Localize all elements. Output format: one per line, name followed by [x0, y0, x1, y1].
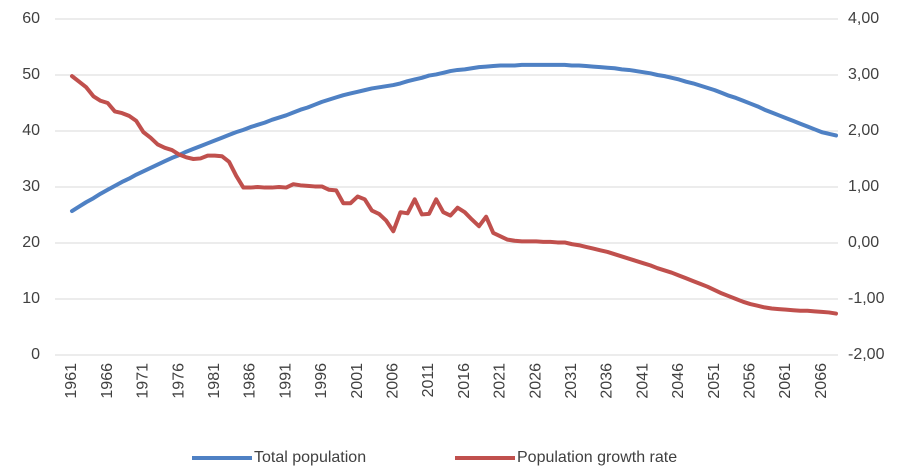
x-tick-label: 2026 — [527, 363, 544, 399]
y-tick-label: 60 — [22, 10, 40, 27]
x-tick-label: 1971 — [135, 363, 152, 399]
y-tick-label: 40 — [22, 122, 40, 139]
legend-label: Total population — [254, 449, 366, 466]
x-tick-label: 2006 — [385, 363, 402, 399]
x-tick-label: 2041 — [634, 363, 651, 399]
x-tick-label: 2066 — [813, 363, 830, 399]
x-tick-label: 2061 — [777, 363, 794, 399]
x-tick-label: 2011 — [420, 363, 437, 398]
y2-tick-label: 1,00 — [848, 178, 879, 195]
y-tick-label: 50 — [22, 66, 40, 83]
x-tick-label: 2056 — [742, 363, 759, 399]
y-tick-label: 0 — [31, 346, 40, 363]
x-tick-label: 2051 — [706, 363, 723, 399]
x-tick-label: 1961 — [63, 363, 80, 399]
series-line — [70, 62, 838, 214]
x-tick-label: 2046 — [670, 363, 687, 399]
x-tick-label: 1966 — [99, 363, 116, 399]
x-tick-label: 1991 — [277, 363, 294, 399]
x-tick-label: 2036 — [599, 363, 616, 399]
x-tick-label: 1996 — [313, 363, 330, 399]
y2-tick-label: 0,00 — [848, 234, 879, 251]
x-tick-label: 2021 — [492, 363, 509, 399]
series-line — [70, 74, 838, 316]
y2-tick-label: -2,00 — [848, 346, 885, 363]
y2-tick-label: 4,00 — [848, 10, 879, 27]
y-tick-label: 20 — [22, 234, 40, 251]
x-tick-label: 1986 — [242, 363, 259, 399]
y-tick-label: 10 — [22, 290, 40, 307]
x-tick-label: 2031 — [563, 363, 580, 399]
x-tick-label: 1981 — [206, 363, 223, 399]
x-tick-label: 2001 — [349, 363, 366, 399]
legend-label: Population growth rate — [517, 449, 677, 466]
x-tick-label: 2016 — [456, 363, 473, 399]
x-tick-label: 1976 — [170, 363, 187, 399]
y2-tick-label: -1,00 — [848, 290, 885, 307]
y2-tick-label: 3,00 — [848, 66, 879, 83]
y2-tick-label: 2,00 — [848, 122, 879, 139]
y-tick-label: 30 — [22, 178, 40, 195]
